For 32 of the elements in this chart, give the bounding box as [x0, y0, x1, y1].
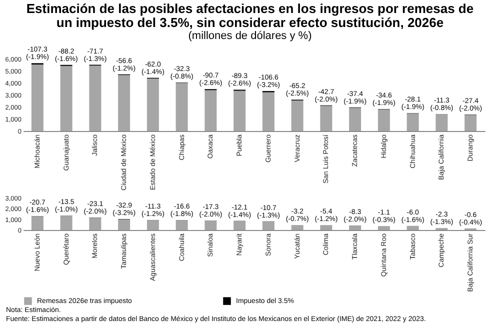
bar: [349, 226, 362, 230]
bar: [234, 220, 246, 230]
bar: [146, 78, 159, 131]
bar: [320, 225, 332, 230]
bar: [436, 114, 448, 131]
bar: [204, 90, 217, 131]
bar: [31, 216, 44, 230]
bar: [291, 100, 304, 131]
chart-title: Estimación de las posibles afectaciones en los ingresos por remesas de un impuesto del 3.5%, sin considerar efecto sustitución, 2026e: [25, 0, 475, 30]
bar: [146, 220, 159, 230]
bar: [262, 221, 274, 230]
bar: [320, 106, 332, 131]
bar: [204, 220, 217, 230]
bar: [89, 218, 102, 230]
bar: [176, 82, 188, 131]
bar: [60, 66, 72, 131]
bar: [89, 66, 102, 131]
bar: [378, 226, 390, 230]
bar: [464, 114, 477, 131]
bar: [234, 90, 246, 131]
bar: [378, 110, 390, 131]
bar: [262, 92, 274, 131]
bar: [118, 219, 130, 230]
bar: [406, 114, 419, 131]
bar: [176, 220, 188, 230]
bar: [118, 75, 130, 131]
bar: [349, 108, 362, 131]
bar: [31, 64, 44, 131]
bar: [291, 225, 304, 230]
bar: [60, 216, 72, 230]
chart-subtitle: (millones de dólares y %): [187, 30, 313, 43]
bar: [406, 226, 419, 230]
